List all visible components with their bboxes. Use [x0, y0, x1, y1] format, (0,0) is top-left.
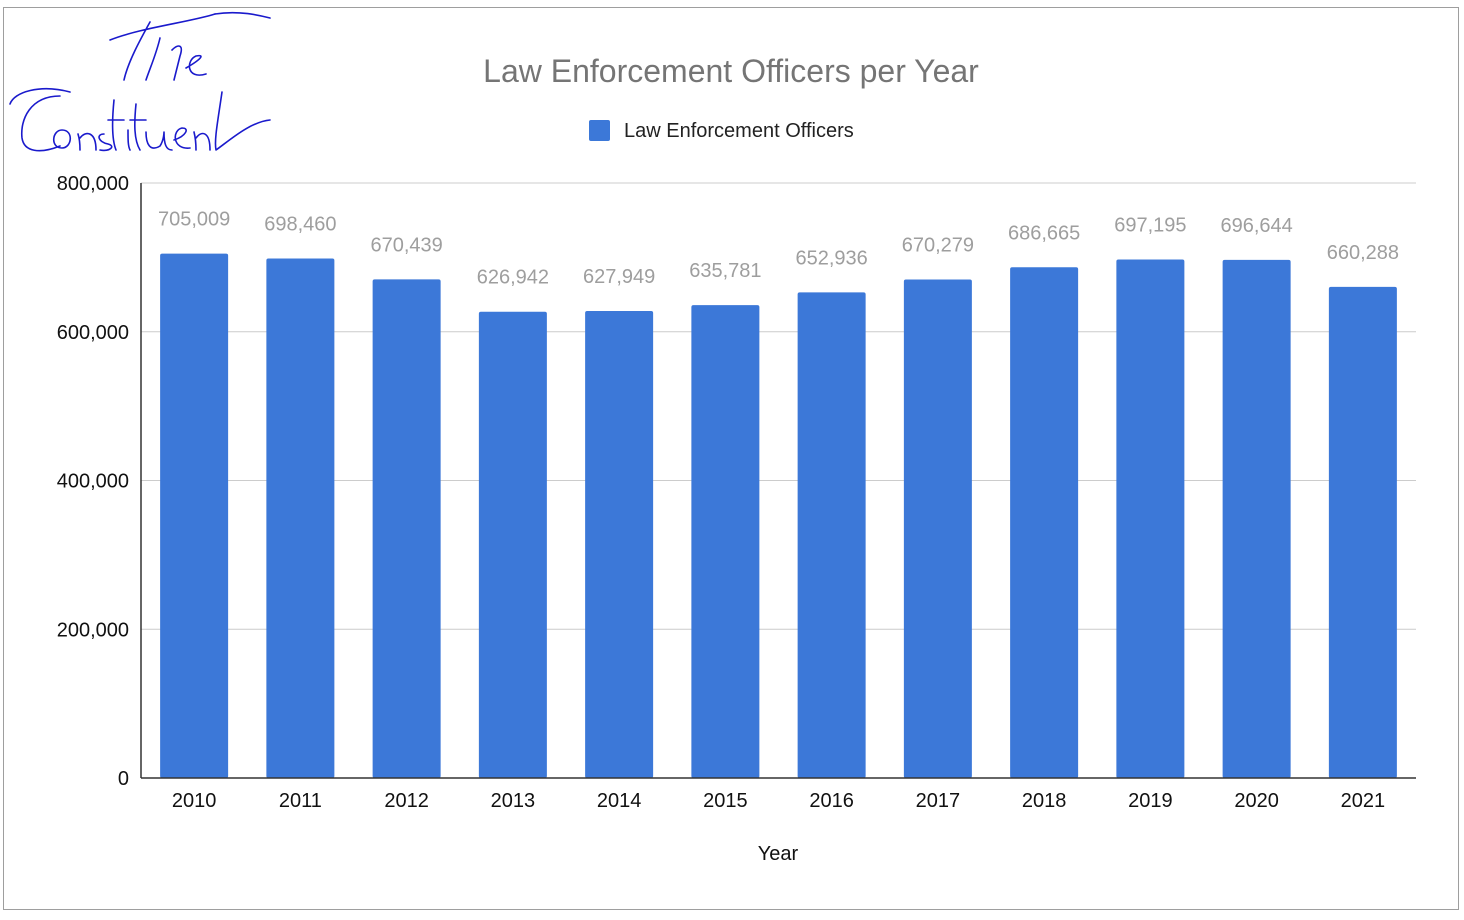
bar	[266, 258, 335, 778]
bar	[903, 279, 972, 778]
x-tick-label: 2017	[916, 790, 961, 812]
data-label: 627,949	[583, 266, 655, 288]
data-label: 635,781	[689, 260, 761, 282]
data-label: 670,439	[370, 234, 442, 256]
y-tick-label: 0	[118, 768, 129, 790]
bar	[372, 279, 441, 778]
x-tick-label: 2010	[172, 790, 217, 812]
x-tick-label: 2021	[1341, 790, 1386, 812]
x-tick-label: 2014	[597, 790, 642, 812]
data-label: 670,279	[902, 234, 974, 256]
x-tick-label: 2011	[279, 790, 322, 812]
chart-title: Law Enforcement Officers per Year	[483, 53, 979, 89]
bar	[478, 311, 547, 778]
x-tick-label: 2020	[1234, 790, 1279, 812]
y-axis-ticks: 0 200,000 400,000 600,000 800,000	[57, 173, 129, 790]
data-label: 626,942	[477, 267, 549, 289]
y-tick-label: 600,000	[57, 322, 129, 344]
x-tick-label: 2016	[809, 790, 854, 812]
bar	[1116, 259, 1185, 779]
y-tick-label: 200,000	[57, 619, 129, 641]
gridlines	[141, 182, 1416, 630]
data-label: 697,195	[1114, 214, 1186, 236]
x-axis-title: Year	[758, 843, 799, 865]
bar	[1010, 267, 1079, 778]
legend: Law Enforcement Officers	[589, 120, 854, 142]
bar	[691, 305, 760, 778]
y-tick-label: 400,000	[57, 471, 129, 493]
x-tick-label: 2013	[491, 790, 536, 812]
logo-the-constituent	[9, 11, 271, 152]
x-tick-label: 2015	[703, 790, 748, 812]
bar	[160, 253, 229, 779]
data-label: 696,644	[1220, 215, 1292, 237]
data-label: 698,460	[264, 214, 336, 236]
data-label: 652,936	[795, 247, 867, 269]
bar	[797, 292, 866, 778]
y-tick-label: 800,000	[57, 173, 129, 195]
bar	[1328, 286, 1397, 778]
bar	[1222, 259, 1291, 778]
bars	[160, 253, 1397, 779]
x-tick-label: 2019	[1128, 790, 1173, 812]
legend-label: Law Enforcement Officers	[624, 120, 854, 142]
data-labels: 705,009 698,460 670,439 626,942 627,949 635,7…	[158, 209, 1399, 289]
data-label: 686,665	[1008, 222, 1080, 244]
bar	[585, 310, 654, 778]
x-tick-label: 2012	[384, 790, 429, 812]
data-label: 705,009	[158, 209, 230, 231]
x-tick-label: 2018	[1022, 790, 1067, 812]
legend-swatch	[589, 120, 610, 141]
data-label: 660,288	[1327, 242, 1399, 264]
x-axis-ticks: 2010 2011 2012 2013 2014 2015 2016 2017 2018 2019…	[172, 790, 1385, 812]
